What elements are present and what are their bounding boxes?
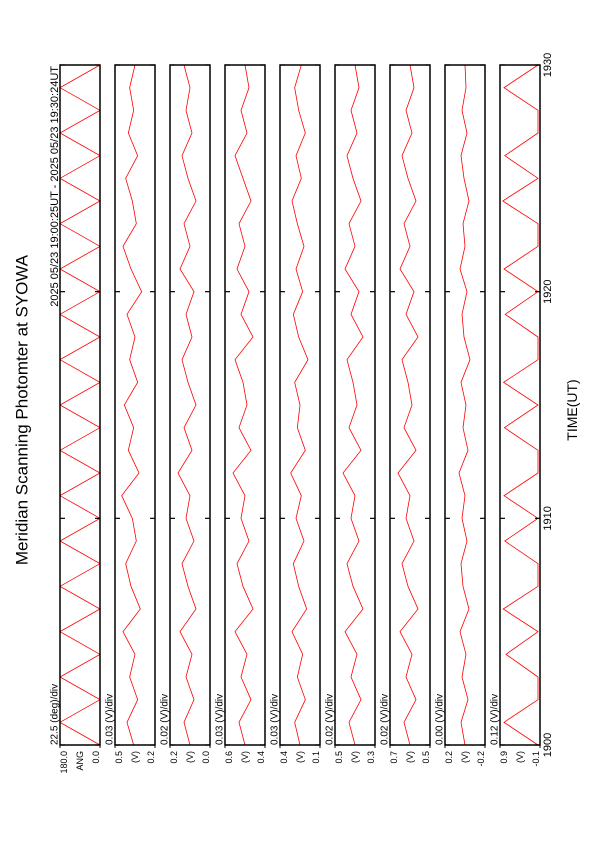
x-tick-label: 1900 [542,733,554,757]
panel-frame [444,64,486,746]
data-line [397,64,419,746]
y-tick-label: 0.0 [201,751,211,764]
data-line [502,64,539,746]
channel-label: (V) [240,751,250,763]
y-tick-label: 180.0 [59,751,69,774]
panel-frame [169,64,211,746]
data-line [121,64,143,746]
data-line [232,64,254,746]
panel-frame [114,64,156,746]
channel-label: (V) [460,751,470,763]
channel-label: (V) [515,751,525,763]
scale-label: 0.02 (V)/div [380,694,391,745]
data-line [59,64,101,746]
chart-subtitle: 2025 05/23 19:00:25UT - 2025 05/23 19:30… [49,66,61,307]
y-tick-label: -0.1 [531,751,541,767]
channel-label: (V) [405,751,415,763]
scale-label: 0.00 (V)/div [435,694,446,745]
y-tick-label: 0.5 [334,751,344,764]
y-tick-label: 0.1 [311,751,321,764]
channel-label: (V) [350,751,360,763]
y-tick-label: 0.4 [279,751,289,764]
panel-frame [389,64,431,746]
y-tick-label: -0.2 [476,751,486,767]
scale-label: 0.02 (V)/div [160,694,171,745]
channel-label: (V) [130,751,140,763]
data-line [290,64,309,746]
scale-label: 0.12 (V)/div [490,694,501,745]
y-tick-label: 0.2 [169,751,179,764]
scale-label: 0.03 (V)/div [105,694,116,745]
channel-label: (V) [295,751,305,763]
y-tick-label: 0.6 [224,751,234,764]
x-tick-label: 1930 [542,53,554,77]
y-tick-label: 0.9 [499,751,509,764]
y-tick-label: 0.2 [146,751,156,764]
y-tick-label: 0.7 [389,751,399,764]
channel-label: ANG [75,751,85,771]
channel-label: (V) [185,751,195,763]
data-line [342,64,364,746]
scale-label: 0.02 (V)/div [325,694,336,745]
x-tick-label: 1910 [542,506,554,530]
chart-title: Meridian Scanning Photomter at SYOWA [13,254,32,565]
panel-frame [499,64,541,746]
x-axis-label: TIME(UT) [564,379,580,440]
y-tick-label: 0.2 [444,751,454,764]
panel-frame [279,64,321,746]
y-tick-label: 0.5 [114,751,124,764]
data-line [177,64,197,746]
y-tick-label: 0.0 [91,751,101,764]
y-tick-label: 0.3 [366,751,376,764]
panel-frame [224,64,266,746]
scale-label: 0.03 (V)/div [215,694,226,745]
y-tick-label: 0.4 [256,751,266,764]
x-tick-label: 1920 [542,279,554,303]
scale-label: 0.03 (V)/div [270,694,281,745]
panel-frame [334,64,376,746]
scale-label: 22.5 (deg)/div [50,684,61,745]
data-line [458,64,471,746]
y-tick-label: 0.5 [421,751,431,764]
panel-frame [59,64,101,746]
